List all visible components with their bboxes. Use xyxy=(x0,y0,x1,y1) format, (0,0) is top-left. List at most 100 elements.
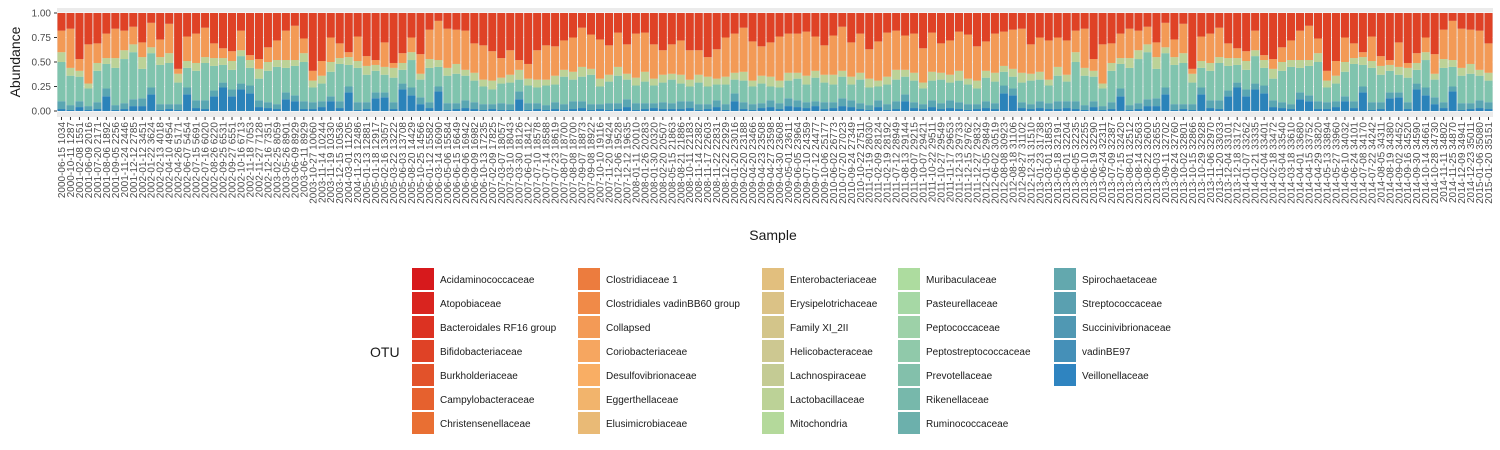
legend-swatch xyxy=(412,292,434,314)
bar-segment xyxy=(1484,72,1493,81)
legend-swatch xyxy=(412,316,434,338)
x-tick-label: 2001-12-12 2785 xyxy=(129,122,140,199)
bar-segment xyxy=(470,102,479,110)
bar-segment xyxy=(1089,59,1098,71)
bar-segment xyxy=(586,104,596,111)
bar-segment xyxy=(236,83,246,90)
bar-segment xyxy=(936,109,946,111)
bar-segment xyxy=(1197,36,1206,62)
x-tick-label: 2013-01-23 31738 xyxy=(1035,122,1046,204)
bar-segment xyxy=(694,104,703,111)
bar-segment xyxy=(299,101,308,110)
bar-segment xyxy=(1179,53,1188,63)
bar-segment xyxy=(1269,107,1278,111)
bar-segment xyxy=(1421,37,1430,53)
bar-segment xyxy=(1394,13,1403,43)
legend-label: Family XI_2II xyxy=(790,323,848,334)
bar-segment xyxy=(1215,100,1224,110)
bar-segment xyxy=(802,108,811,111)
bar-segment xyxy=(1170,39,1179,58)
bar-segment xyxy=(667,73,676,80)
bar-segment xyxy=(604,45,614,75)
bar-segment xyxy=(784,33,793,73)
bar-segment xyxy=(1340,71,1349,97)
bar-segment xyxy=(380,66,389,75)
bar-segment xyxy=(497,83,506,104)
bar-segment xyxy=(1475,30,1484,70)
bar-segment xyxy=(694,74,703,83)
bar-segment xyxy=(1367,36,1376,62)
bar-segment xyxy=(883,13,892,33)
bar-segment xyxy=(892,109,901,111)
bar-segment xyxy=(272,109,281,111)
x-tick-label: 2011-02-19 28192 xyxy=(883,122,894,203)
bar-segment xyxy=(1017,108,1026,111)
y-axis-title: Abundance xyxy=(7,26,23,97)
bar-segment xyxy=(1313,13,1323,39)
legend-label: Campylobacteraceae xyxy=(440,395,535,406)
bar-segment xyxy=(838,106,847,111)
legend-label: Spirochaetaceae xyxy=(1082,275,1157,286)
bar-segment xyxy=(856,103,865,110)
bar-segment xyxy=(236,50,246,57)
bar-segment xyxy=(703,76,712,87)
bar-segment xyxy=(1170,104,1179,111)
bar-segment xyxy=(1421,52,1430,61)
bar-segment xyxy=(649,44,658,79)
bar-segment xyxy=(1170,57,1179,65)
bar-segment xyxy=(1197,87,1206,95)
x-tick-label: 2015-01-06 35080 xyxy=(1475,122,1486,204)
x-tick-label: 2009-10-06 25177 xyxy=(820,122,831,204)
bar-segment xyxy=(586,34,596,69)
x-tick-label: 2007-09-07 18873 xyxy=(578,122,589,204)
x-tick-label: 2006-03-14 16090 xyxy=(434,122,445,204)
bar-segment xyxy=(1197,13,1206,37)
x-tick-label: 2015-01-20 35151 xyxy=(1484,122,1495,204)
bar-segment xyxy=(1080,13,1089,29)
bar-segment xyxy=(1448,13,1457,21)
bar-segment xyxy=(263,70,272,103)
bar-segment xyxy=(1188,73,1197,83)
bar-segment xyxy=(254,13,263,60)
bar-segment xyxy=(1233,48,1242,59)
bar-segment xyxy=(434,60,443,67)
legend-label: Erysipelotrichaceae xyxy=(790,299,878,310)
bar-segment xyxy=(425,29,434,60)
bar-segment xyxy=(147,87,156,95)
bar-segment xyxy=(1071,30,1080,53)
x-tick-label: 2010-10-22 27511 xyxy=(856,122,867,203)
bar-segment xyxy=(227,51,237,62)
bar-segment xyxy=(236,30,246,51)
bar-segment xyxy=(569,37,578,72)
x-tick-label: 2014-01-21 33335 xyxy=(1251,122,1262,204)
bar-segment xyxy=(649,13,658,45)
bar-segment xyxy=(290,95,299,102)
bar-segment xyxy=(281,60,290,68)
x-axis-title: Sample xyxy=(749,227,797,243)
bar-segment xyxy=(57,62,66,102)
bar-segment xyxy=(919,82,928,89)
bar-segment xyxy=(102,88,111,97)
bar-segment xyxy=(335,43,344,59)
bar-segment xyxy=(1035,79,1044,102)
legend-swatch xyxy=(762,412,784,434)
legend-label: Bacteroidales RF16 group xyxy=(440,323,557,334)
bar-segment xyxy=(290,13,299,26)
bar-segment xyxy=(201,100,210,110)
legend-swatch xyxy=(1054,292,1076,314)
bar-segment xyxy=(174,82,183,105)
bar-segment xyxy=(1466,63,1475,74)
bar-segment xyxy=(254,100,263,108)
bar-segment xyxy=(380,74,389,93)
bar-segment xyxy=(1224,13,1233,44)
x-tick-label: 2014-03-04 33540 xyxy=(1278,122,1289,204)
bar-segment xyxy=(1188,13,1197,69)
bar-segment xyxy=(1224,58,1233,66)
bar-segment xyxy=(1134,50,1143,60)
bar-segment xyxy=(1017,13,1026,29)
bar-segment xyxy=(954,70,964,81)
x-tick-label: 2007-12-12 19635 xyxy=(622,122,633,204)
bar-segment xyxy=(676,83,685,102)
bar-segment xyxy=(595,39,605,79)
bar-segment xyxy=(66,28,75,68)
